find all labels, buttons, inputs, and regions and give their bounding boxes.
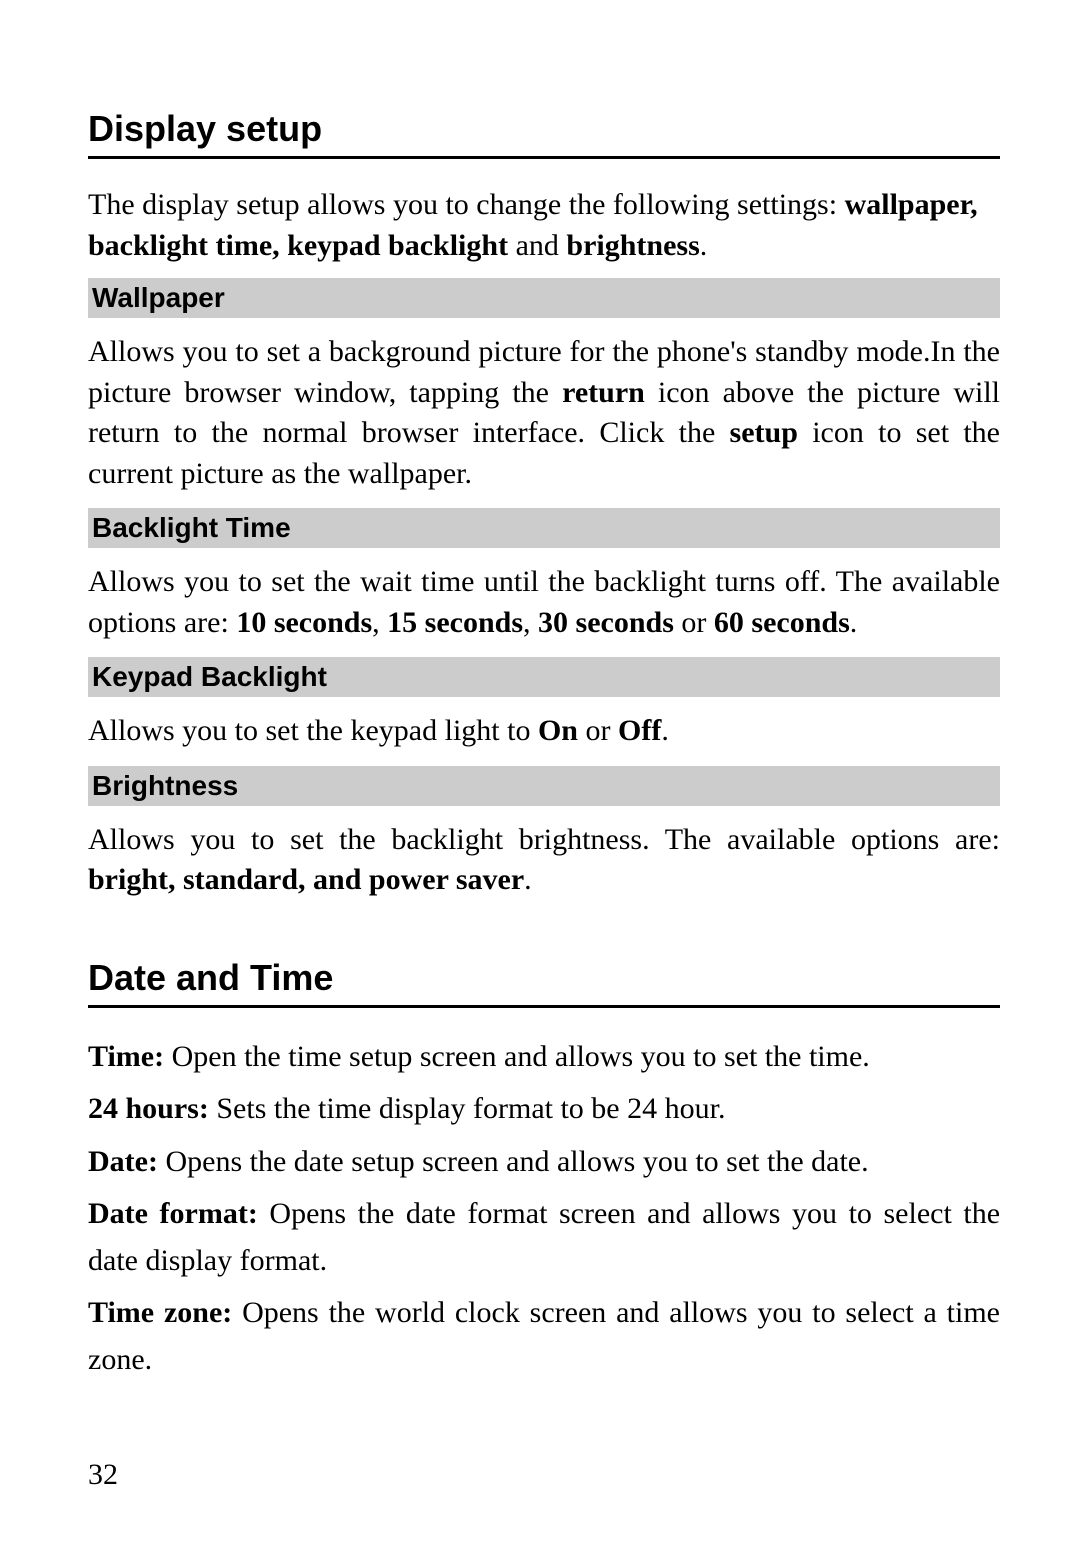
subhead-keypad-backlight: Keypad Backlight — [88, 657, 1000, 697]
wallpaper-return-bold: return — [562, 376, 645, 409]
dt-time-line: Time: Open the time setup screen and all… — [88, 1034, 1000, 1081]
keypad-paragraph: Allows you to set the keypad light to On… — [88, 711, 1000, 752]
dt-date-text: Opens the date setup screen and allows y… — [158, 1145, 869, 1178]
subhead-wallpaper: Wallpaper — [88, 278, 1000, 318]
intro-paragraph: The display setup allows you to change t… — [88, 185, 1000, 266]
dt-24hours-text: Sets the time display format to be 24 ho… — [209, 1092, 726, 1125]
keypad-text-1: Allows you to set the keypad light to — [88, 714, 538, 747]
wallpaper-paragraph: Allows you to set a background picture f… — [88, 332, 1000, 494]
subhead-brightness: Brightness — [88, 766, 1000, 806]
dt-date-line: Date: Opens the date setup screen and al… — [88, 1139, 1000, 1186]
heading-display-setup: Display setup — [88, 108, 1000, 159]
keypad-opt-on: On — [538, 714, 578, 747]
keypad-period: . — [661, 714, 669, 747]
intro-bold-brightness: brightness — [566, 229, 699, 262]
dt-24hours-label: 24 hours: — [88, 1092, 209, 1125]
dt-timezone-label: Time zone: — [88, 1296, 232, 1329]
dt-time-label: Time: — [88, 1040, 164, 1073]
backlight-comma-1: , — [372, 606, 387, 639]
backlight-paragraph: Allows you to set the wait time until th… — [88, 562, 1000, 643]
keypad-or: or — [578, 714, 618, 747]
backlight-opt-30: 30 seconds — [538, 606, 674, 639]
brightness-paragraph: Allows you to set the backlight brightne… — [88, 820, 1000, 901]
backlight-opt-10: 10 seconds — [236, 606, 372, 639]
brightness-period: . — [524, 863, 532, 896]
dt-timezone-line: Time zone: Opens the world clock screen … — [88, 1290, 1000, 1383]
dt-date-label: Date: — [88, 1145, 158, 1178]
dt-dateformat-label: Date format: — [88, 1197, 258, 1230]
wallpaper-setup-bold: setup — [730, 416, 798, 449]
brightness-options-bold: bright, standard, and power saver — [88, 863, 524, 896]
backlight-opt-15: 15 seconds — [387, 606, 523, 639]
intro-period: . — [700, 229, 708, 262]
intro-and: and — [508, 229, 566, 262]
backlight-comma-2: , — [523, 606, 538, 639]
backlight-opt-60: 60 seconds — [714, 606, 850, 639]
heading-date-and-time: Date and Time — [88, 957, 1000, 1008]
backlight-period: . — [850, 606, 858, 639]
brightness-text-1: Allows you to set the backlight brightne… — [88, 823, 1000, 856]
dt-dateformat-line: Date format: Opens the date format scree… — [88, 1191, 1000, 1284]
dt-24hours-line: 24 hours: Sets the time display format t… — [88, 1086, 1000, 1133]
keypad-opt-off: Off — [618, 714, 661, 747]
intro-text: The display setup allows you to change t… — [88, 188, 845, 221]
page-number: 32 — [88, 1458, 118, 1492]
dt-time-text: Open the time setup screen and allows yo… — [164, 1040, 870, 1073]
subhead-backlight-time: Backlight Time — [88, 508, 1000, 548]
backlight-or: or — [674, 606, 714, 639]
